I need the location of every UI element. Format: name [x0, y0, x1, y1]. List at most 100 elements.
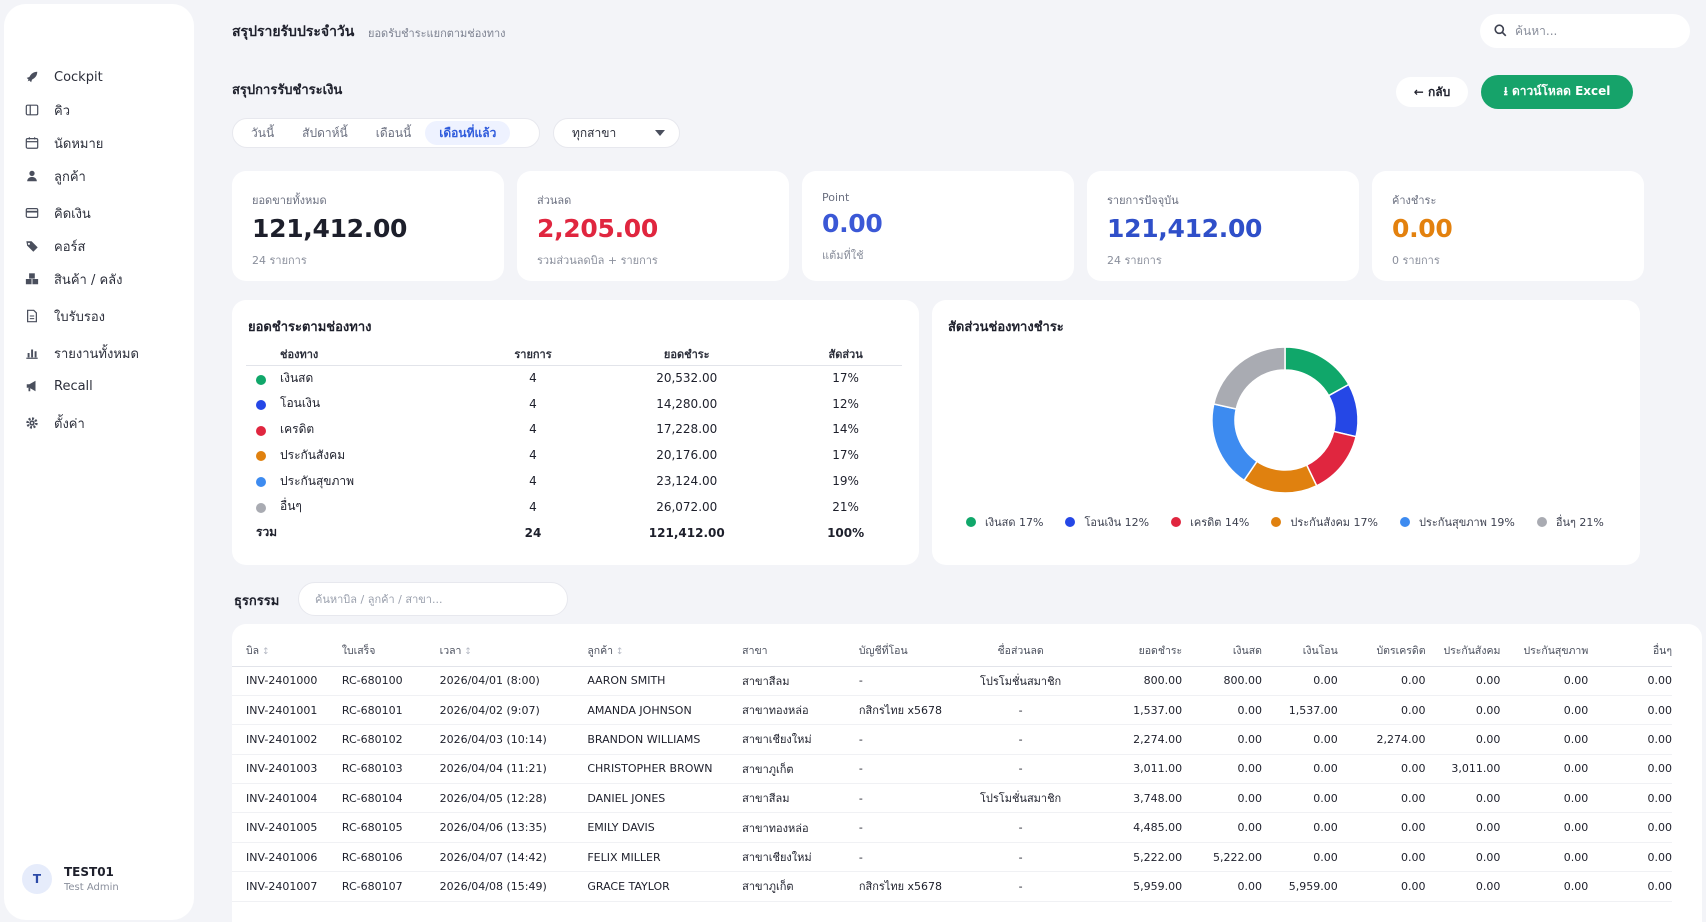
- col-header: สาขา: [742, 636, 859, 667]
- donut-slice-3[interactable]: [1243, 460, 1318, 494]
- megaphone-icon: [24, 378, 40, 394]
- table-cell: สาขาสีลม: [742, 783, 859, 814]
- transactions-search-input[interactable]: [315, 592, 555, 606]
- sidebar-item-inventory[interactable]: สินค้า / คลัง: [24, 268, 184, 290]
- table-cell: 0.00: [1425, 842, 1501, 873]
- table-cell: 0.00: [1425, 695, 1501, 726]
- legend-item[interactable]: ประกันสังคม 17%: [1271, 513, 1378, 531]
- table-cell: กสิกรไทย x5678: [858, 871, 957, 902]
- document-icon: [24, 308, 40, 324]
- table-row[interactable]: INV-2401006 RC-680106 2026/04/07 (14:42) FE…: [232, 842, 1672, 873]
- table-cell: 0.00: [1425, 724, 1501, 755]
- table-cell: 0.00: [1500, 871, 1589, 902]
- tab-last-month[interactable]: เดือนที่แล้ว: [425, 121, 511, 145]
- donut-slice-2[interactable]: [1305, 430, 1357, 487]
- count-cell: 4: [529, 499, 537, 514]
- user-profile[interactable]: T TEST01 Test Admin: [22, 864, 119, 894]
- count-cell: 4: [529, 371, 537, 386]
- donut-slice-4[interactable]: [1211, 403, 1258, 482]
- tab-this-week[interactable]: สัปดาห์นี้: [302, 125, 348, 140]
- channel-dot: [256, 399, 266, 410]
- legend-label: ประกันสังคม 17%: [1290, 516, 1378, 529]
- table-cell: -: [858, 783, 957, 814]
- legend-item[interactable]: เครดิต 14%: [1171, 513, 1249, 531]
- channel-name: ประกันสังคม: [280, 447, 346, 462]
- count-cell: 4: [529, 448, 537, 463]
- sidebar-item-courses[interactable]: คอร์ส: [24, 235, 184, 257]
- kpi-label: ส่วนลด: [537, 194, 572, 207]
- table-row: เครดิต 4 17,228.00 14%: [246, 417, 902, 443]
- table-cell: 800.00: [1084, 666, 1183, 696]
- table-cell: สาขาเชียงใหม่: [742, 724, 859, 755]
- kpi-card: Point 0.00 แต้มที่ใช้: [802, 171, 1074, 281]
- transactions-table: บิลใบเสร็จเวลาลูกค้าสาขาบัญชีที่โอนชื่อส…: [232, 636, 1672, 902]
- sidebar-item-certificates[interactable]: ใบรับรอง: [24, 305, 184, 327]
- table-cell: -: [858, 812, 957, 843]
- branch-select[interactable]: ทุกสาขา: [553, 118, 680, 148]
- legend-item[interactable]: โอนเงิน 12%: [1065, 513, 1149, 531]
- donut-slice-0[interactable]: [1284, 346, 1350, 397]
- col-header: ประกันสังคม: [1425, 636, 1501, 667]
- transactions-title: ธุรกรรม: [234, 594, 280, 609]
- sidebar-item-reports[interactable]: รายงานทั้งหมด: [24, 342, 184, 364]
- channel-dot: [256, 425, 266, 436]
- kpi-card: ค้างชำระ 0.00 0 รายการ: [1372, 171, 1644, 281]
- channel-name: อื่นๆ: [280, 499, 302, 514]
- table-row[interactable]: INV-2401001 RC-680101 2026/04/02 (9:07) AMA…: [232, 695, 1672, 726]
- table-cell: -: [956, 754, 1085, 785]
- table-cell: INV-2401003: [232, 754, 342, 785]
- table-cell: สาขาภูเก็ต: [742, 871, 859, 902]
- table-row[interactable]: INV-2401007 RC-680107 2026/04/08 (15:49) GR…: [232, 871, 1672, 902]
- legend-label: อื่นๆ 21%: [1555, 516, 1604, 529]
- user-role: Test Admin: [64, 882, 119, 893]
- kpi-card: ส่วนลด 2,205.00 รวมส่วนลดบิล + รายการ: [517, 171, 789, 281]
- table-cell: 5,222.00: [1084, 842, 1183, 873]
- table-row: ประกันสุขภาพ 4 23,124.00 19%: [246, 468, 902, 494]
- col-header[interactable]: เวลา: [439, 636, 588, 667]
- tab-this-month[interactable]: เดือนนี้: [375, 125, 412, 140]
- col-header[interactable]: ลูกค้า: [587, 636, 743, 667]
- legend-item[interactable]: ประกันสุขภาพ 19%: [1400, 513, 1515, 531]
- sidebar-item-settings[interactable]: ตั้งค่า: [24, 412, 184, 434]
- table-cell: 0.00: [1425, 666, 1501, 696]
- count-cell: 4: [529, 396, 537, 411]
- legend-item[interactable]: อื่นๆ 21%: [1536, 513, 1604, 531]
- table-row[interactable]: INV-2401000 RC-680100 2026/04/01 (8:00) AAR…: [232, 666, 1672, 696]
- table-cell: INV-2401001: [232, 695, 342, 726]
- table-cell: 3,011.00: [1084, 754, 1183, 785]
- sidebar-item-billing[interactable]: คิดเงิน: [24, 202, 184, 224]
- table-cell: 0.00: [1500, 724, 1589, 755]
- table-cell: 0.00: [1425, 812, 1501, 843]
- col-channel: ช่องทาง: [246, 344, 482, 366]
- table-row[interactable]: INV-2401005 RC-680105 2026/04/06 (13:35) EM…: [232, 812, 1672, 843]
- sidebar-item-customers[interactable]: ลูกค้า: [24, 165, 184, 187]
- donut-slice-5[interactable]: [1212, 346, 1286, 410]
- table-cell: 0.00: [1337, 695, 1426, 726]
- table-row[interactable]: INV-2401002 RC-680102 2026/04/03 (10:14) BR…: [232, 724, 1672, 755]
- legend-item[interactable]: เงินสด 17%: [966, 513, 1043, 531]
- table-cell: 3,011.00: [1425, 754, 1501, 785]
- table-row: เงินสด 4 20,532.00 17%: [246, 365, 902, 391]
- sidebar-item-recall[interactable]: Recall: [24, 375, 184, 397]
- total-pct: 100%: [827, 525, 865, 540]
- table-cell: 1,537.00: [1084, 695, 1183, 726]
- sidebar-item-queue[interactable]: คิว: [24, 99, 184, 121]
- legend-label: เงินสด 17%: [985, 516, 1044, 529]
- sidebar-item-cockpit[interactable]: Cockpit: [24, 66, 184, 88]
- back-button[interactable]: ← กลับ: [1396, 77, 1468, 107]
- search-input[interactable]: [1515, 24, 1665, 38]
- table-cell: 0.00: [1337, 842, 1426, 873]
- sidebar-item-label: คิว: [54, 103, 70, 119]
- count-cell: 4: [529, 474, 537, 489]
- tab-today[interactable]: วันนี้: [251, 125, 275, 140]
- total-amount: 121,412.00: [648, 525, 725, 540]
- table-row[interactable]: INV-2401003 RC-680103 2026/04/04 (11:21) CH…: [232, 754, 1672, 785]
- col-header[interactable]: บิล: [232, 636, 342, 667]
- table-cell: 2026/04/02 (9:07): [439, 695, 588, 726]
- table-row[interactable]: INV-2401004 RC-680104 2026/04/05 (12:28) DA…: [232, 783, 1672, 814]
- legend-label: โอนเงิน 12%: [1084, 516, 1150, 529]
- table-cell: INV-2401000: [232, 666, 342, 696]
- donut-chart: [1211, 346, 1359, 494]
- download-excel-button[interactable]: ⭳ ดาวน์โหลด Excel: [1481, 75, 1633, 109]
- sidebar-item-appointments[interactable]: นัดหมาย: [24, 132, 184, 154]
